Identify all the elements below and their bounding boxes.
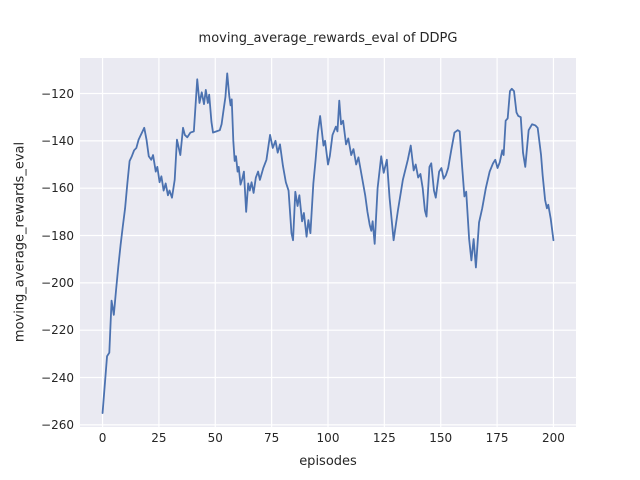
y-tick-label: −260 xyxy=(41,417,74,432)
y-tick-label: −180 xyxy=(41,228,74,243)
plot-svg xyxy=(80,58,576,427)
y-tick-label: −160 xyxy=(41,181,74,196)
y-tick-label: −120 xyxy=(41,86,74,101)
y-tick-label: −200 xyxy=(41,275,74,290)
x-tick-label: 50 xyxy=(207,431,223,445)
x-tick-label: 175 xyxy=(485,431,509,445)
plot-area xyxy=(80,58,576,427)
x-tick-label: 100 xyxy=(316,431,340,445)
x-tick-label: 150 xyxy=(429,431,453,445)
y-tick-label: −220 xyxy=(41,323,74,338)
x-axis-label: episodes xyxy=(299,454,357,469)
x-tick-label: 75 xyxy=(263,431,280,445)
x-tick-label: 25 xyxy=(151,431,167,445)
y-axis-label: moving_average_rewards_eval xyxy=(12,141,28,343)
x-tick-label: 0 xyxy=(98,431,107,445)
y-tick-label: −240 xyxy=(41,370,74,385)
plot-title: moving_average_rewards_eval of DDPG xyxy=(198,31,458,46)
x-tick-label: 125 xyxy=(372,431,396,445)
series-line xyxy=(101,72,555,414)
x-tick-label: 200 xyxy=(542,431,565,445)
y-tick-label: −140 xyxy=(41,133,74,148)
